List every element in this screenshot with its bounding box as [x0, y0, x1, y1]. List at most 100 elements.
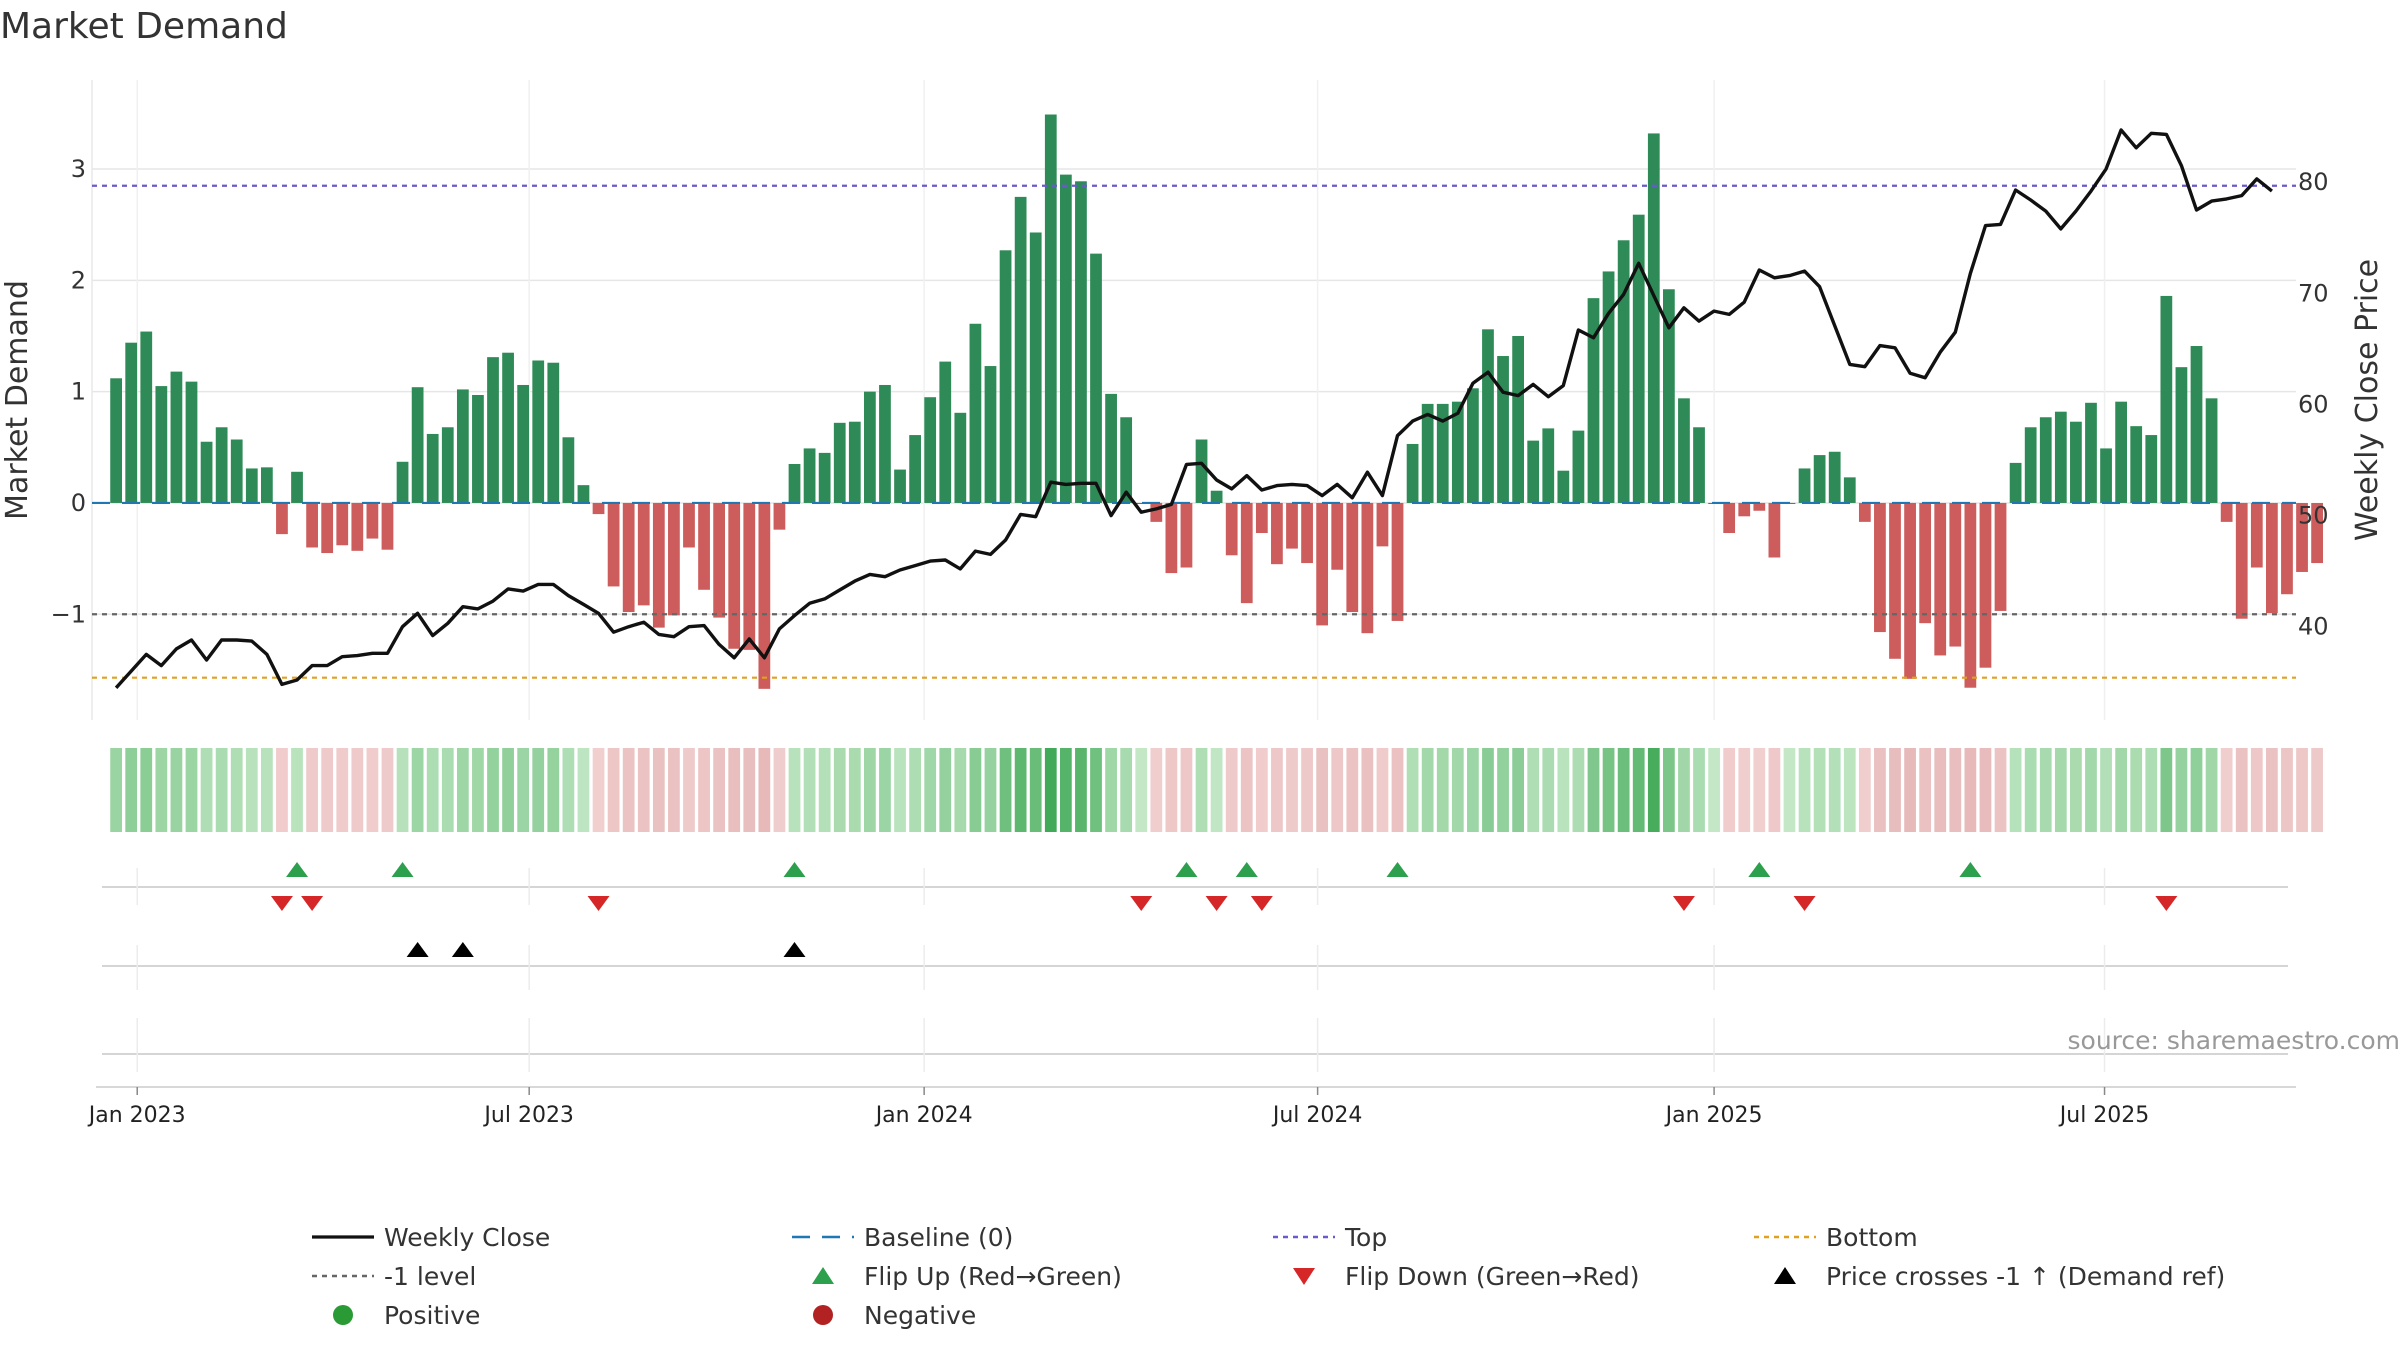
demand-bar	[2054, 411, 2067, 503]
demand-bar	[1075, 181, 1087, 503]
y2-tick-label: 40	[2298, 613, 2329, 641]
strip-cell	[1874, 748, 1886, 832]
strip-cell	[788, 748, 801, 832]
demand-bar	[1451, 401, 1464, 503]
legend-item-top: Top	[1273, 1223, 1387, 1252]
strip-cell	[713, 748, 726, 832]
strip-cell	[1180, 748, 1193, 832]
strip-cell	[1647, 748, 1660, 832]
strip-cell	[336, 748, 349, 832]
y2-tick-label: 60	[2298, 390, 2329, 418]
demand-bar	[140, 331, 153, 503]
strip-cell	[1451, 748, 1464, 832]
demand-bar	[547, 362, 560, 503]
strip-cell	[140, 748, 153, 832]
demand-bar	[1482, 329, 1494, 503]
strip-cell	[1271, 748, 1283, 832]
demand-bar	[215, 427, 228, 503]
legend-item-flip-down: Flip Down (Green→Red)	[1293, 1262, 1640, 1291]
demand-bar	[758, 502, 771, 689]
y2-axis-ticks: 40 50 60 70 80	[2298, 168, 2329, 640]
demand-bar	[999, 250, 1012, 503]
strip-cell	[2235, 748, 2248, 832]
demand-bar	[1316, 502, 1329, 626]
strip-cell	[1542, 748, 1555, 832]
strip-cell	[1889, 748, 1901, 832]
strip-cell	[2100, 748, 2112, 832]
strip-cell	[1301, 748, 1313, 832]
demand-bar	[1346, 502, 1359, 613]
strip-cell	[260, 748, 273, 832]
flip-down-marker	[1130, 896, 1153, 911]
demand-bar	[1135, 502, 1148, 504]
demand-bar	[1180, 502, 1193, 568]
strip-cell	[1406, 748, 1419, 832]
demand-bar	[2250, 502, 2263, 568]
flip-up-marker	[1235, 862, 1258, 877]
demand-bar	[2100, 448, 2112, 503]
demand-bar	[668, 502, 680, 616]
demand-bar	[1889, 502, 1901, 659]
demand-bar	[1210, 490, 1223, 503]
y2-tick-label: 80	[2298, 168, 2329, 196]
strip-cell	[1316, 748, 1329, 832]
demand-bar	[728, 502, 741, 649]
strip-cell	[1497, 748, 1509, 832]
flip-down-marker	[587, 896, 610, 911]
demand-bar	[833, 422, 846, 503]
demand-bar	[1376, 502, 1389, 547]
demand-bar	[230, 439, 243, 503]
legend-label: Flip Down (Green→Red)	[1345, 1262, 1640, 1291]
demand-bar	[622, 502, 635, 613]
legend-label: Baseline (0)	[864, 1223, 1013, 1252]
chart-title: Market Demand	[0, 6, 288, 47]
legend-swatch	[1774, 1267, 1796, 1284]
strip-cell	[909, 748, 921, 832]
legend-swatch	[1293, 1268, 1315, 1285]
strip-cell	[125, 748, 138, 832]
strip-cell	[1029, 748, 1042, 832]
demand-bar	[924, 397, 937, 503]
strip-cell	[517, 748, 530, 832]
demand-bar	[1678, 398, 1690, 503]
strip-cell	[758, 748, 771, 832]
demand-bar	[1195, 439, 1208, 503]
strip-cell	[1994, 748, 2007, 832]
demand-bar	[532, 360, 545, 503]
x-tick-label: Jan 2024	[874, 1103, 973, 1128]
demand-bar	[1813, 455, 1826, 503]
legend-label: Negative	[864, 1301, 976, 1330]
strip-cell	[381, 748, 394, 832]
demand-bar	[2009, 462, 2022, 503]
strip-cell	[668, 748, 680, 832]
demand-bar	[1406, 443, 1419, 503]
demand-bar	[1225, 502, 1238, 556]
strip-cell	[2070, 748, 2082, 832]
demand-bar	[1512, 336, 1524, 503]
demand-bar	[1768, 502, 1781, 558]
demand-bar	[2039, 417, 2052, 503]
demand-bar	[2024, 427, 2037, 503]
strip-cell	[728, 748, 741, 832]
strip-cell	[2296, 748, 2308, 832]
demand-bar	[1858, 502, 1871, 522]
demand-bar	[743, 502, 756, 650]
strip-cell	[1572, 748, 1585, 832]
intensity-strip	[110, 748, 2323, 832]
demand-bar	[1497, 356, 1509, 503]
y-tick-label: 1	[71, 378, 86, 406]
strip-cell	[291, 748, 303, 832]
source-label: source: sharemaestro.com	[2068, 1026, 2400, 1055]
flip-down-marker	[1205, 896, 1228, 911]
demand-bar	[1240, 502, 1253, 604]
x-tick-label: Jan 2025	[1664, 1103, 1763, 1128]
flip-down-marker	[270, 896, 293, 911]
demand-bar	[472, 394, 484, 503]
y-tick-label: 2	[71, 266, 86, 294]
demand-bar	[441, 427, 454, 503]
strip-cell	[848, 748, 861, 832]
price-cross-panel	[102, 942, 2288, 967]
flip-marker-panel	[102, 862, 2288, 911]
demand-bar	[1964, 502, 1977, 688]
strip-cell	[2311, 748, 2323, 832]
